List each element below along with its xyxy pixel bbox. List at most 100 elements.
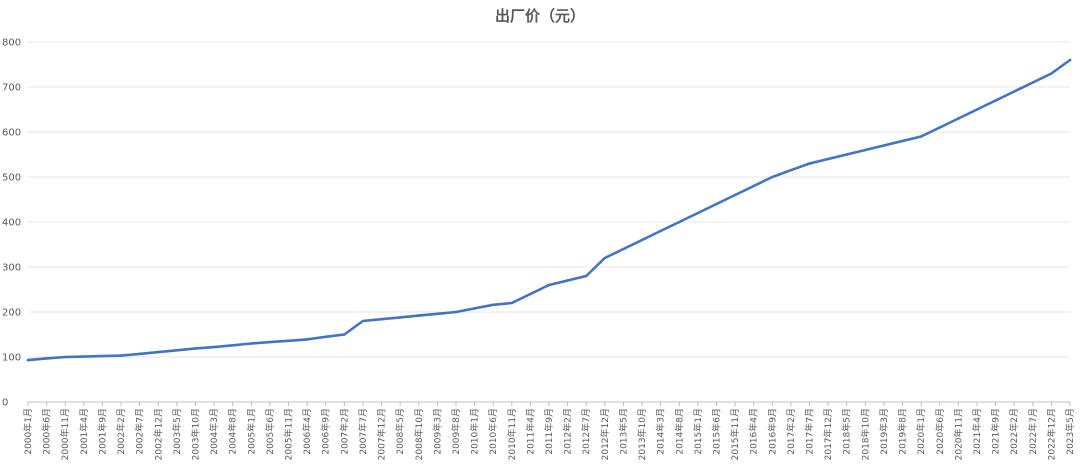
x-tick-label: 2011年4月 bbox=[524, 408, 536, 455]
data-point bbox=[808, 162, 811, 165]
x-tick-label: 2022年12月 bbox=[1045, 408, 1057, 460]
data-point bbox=[547, 283, 551, 287]
data-point bbox=[659, 229, 662, 233]
data-point bbox=[473, 307, 476, 310]
chart-title: 出厂价（元） bbox=[495, 7, 585, 25]
data-point bbox=[175, 348, 179, 352]
y-tick-label-300: 300 bbox=[2, 263, 21, 274]
x-tick-label: 2016年9月 bbox=[766, 408, 778, 455]
data-point bbox=[584, 274, 588, 278]
data-point bbox=[994, 99, 997, 102]
x-axis: 2000年1月 2000年6月 2000年11月 2001年4月 2001年9月 2002… bbox=[22, 401, 1076, 460]
data-point bbox=[26, 358, 30, 362]
x-tick-label: 2001年9月 bbox=[96, 408, 108, 455]
data-point bbox=[212, 345, 216, 349]
data-point bbox=[640, 238, 644, 242]
data-point bbox=[677, 220, 681, 224]
x-tick-label: 2014年8月 bbox=[673, 408, 685, 455]
x-tick-label: 2021年4月 bbox=[971, 408, 983, 455]
data-point bbox=[417, 314, 421, 317]
data-point bbox=[938, 126, 942, 129]
x-tick-label: 2015年11月 bbox=[729, 408, 741, 460]
data-point bbox=[1031, 81, 1035, 84]
x-tick-label: 2008年10月 bbox=[413, 408, 425, 460]
x-tick-label: 2010年6月 bbox=[487, 408, 499, 455]
data-point bbox=[845, 153, 849, 156]
x-tick-label: 2001年4月 bbox=[78, 408, 90, 455]
x-tick-label: 2002年2月 bbox=[115, 408, 127, 455]
x-tick-label: 2022年2月 bbox=[1008, 408, 1020, 455]
data-point bbox=[380, 317, 383, 321]
x-tick-label: 2005年11月 bbox=[283, 408, 295, 460]
x-tick-label: 2007年2月 bbox=[338, 408, 350, 455]
x-tick-label: 2017年12月 bbox=[822, 408, 834, 460]
data-point bbox=[398, 316, 402, 319]
y-tick-label-0: 0 bbox=[2, 398, 8, 409]
data-point bbox=[63, 355, 67, 359]
data-point bbox=[45, 357, 48, 360]
series-line-0 bbox=[26, 58, 1072, 362]
x-tick-label: 2016年4月 bbox=[748, 408, 760, 455]
x-tick-label: 2009年3月 bbox=[431, 408, 443, 455]
x-tick-label: 2003年5月 bbox=[171, 408, 183, 455]
x-tick-label: 2012年12月 bbox=[599, 408, 611, 460]
data-point bbox=[305, 338, 309, 341]
x-tick-label: 2006年4月 bbox=[301, 408, 313, 455]
x-tick-label: 2010年1月 bbox=[469, 408, 481, 455]
x-tick-label: 2021年9月 bbox=[990, 408, 1002, 455]
data-point bbox=[826, 157, 830, 161]
data-point bbox=[901, 139, 904, 143]
data-point bbox=[919, 135, 923, 138]
y-tick-label-700: 700 bbox=[2, 83, 21, 94]
y-tick-label-400: 400 bbox=[2, 218, 21, 229]
x-tick-label: 2002年7月 bbox=[134, 408, 146, 455]
x-tick-label: 2000年11月 bbox=[59, 408, 71, 460]
data-point bbox=[454, 310, 458, 314]
x-tick-label: 2015年1月 bbox=[692, 408, 704, 455]
x-tick-label: 2018年10月 bbox=[859, 408, 871, 460]
x-tick-label: 2017年7月 bbox=[804, 408, 816, 455]
x-tick-label: 2020年6月 bbox=[934, 408, 946, 455]
y-tick-label-800: 800 bbox=[2, 38, 21, 49]
x-tick-label: 2002年12月 bbox=[152, 408, 164, 460]
x-tick-label: 2012年7月 bbox=[580, 408, 592, 455]
data-point bbox=[1012, 90, 1016, 93]
x-tick-label: 2010年11月 bbox=[506, 408, 518, 460]
data-point bbox=[882, 144, 886, 147]
x-tick-label: 2012年2月 bbox=[562, 408, 574, 455]
data-point bbox=[603, 256, 607, 260]
data-point bbox=[975, 108, 979, 111]
data-point bbox=[696, 211, 700, 215]
x-tick-label: 2019年8月 bbox=[897, 408, 909, 455]
data-point bbox=[1050, 72, 1053, 75]
x-tick-label: 2020年11月 bbox=[952, 408, 964, 460]
x-tick-label: 2004年3月 bbox=[208, 408, 220, 455]
data-point bbox=[343, 333, 346, 336]
x-tick-label: 2013年10月 bbox=[636, 408, 648, 460]
data-point bbox=[231, 344, 234, 347]
data-point bbox=[622, 247, 625, 251]
x-tick-label: 2009年8月 bbox=[450, 408, 462, 455]
data-point bbox=[529, 292, 532, 296]
x-tick-label: 2014年3月 bbox=[655, 408, 667, 455]
data-point bbox=[436, 312, 439, 316]
y-tick-label-500: 500 bbox=[2, 173, 21, 184]
data-point bbox=[119, 354, 123, 357]
data-point bbox=[957, 117, 960, 120]
x-tick-label: 2013年5月 bbox=[617, 408, 629, 455]
x-tick-label: 2008年5月 bbox=[394, 408, 406, 455]
x-tick-label: 2000年6月 bbox=[41, 408, 53, 455]
y-tick-label-200: 200 bbox=[2, 308, 21, 319]
data-point bbox=[864, 148, 867, 152]
data-point bbox=[510, 301, 514, 305]
data-point bbox=[82, 355, 86, 358]
data-point bbox=[138, 352, 141, 356]
data-point bbox=[249, 342, 253, 345]
data-point bbox=[715, 202, 718, 206]
y-tick-label-600: 600 bbox=[2, 128, 21, 139]
y-tick-label-100: 100 bbox=[2, 353, 21, 364]
x-tick-label: 2006年9月 bbox=[320, 408, 332, 455]
x-tick-label: 2020年1月 bbox=[915, 408, 927, 455]
x-tick-label: 2007年12月 bbox=[376, 408, 388, 460]
data-point bbox=[770, 175, 774, 179]
